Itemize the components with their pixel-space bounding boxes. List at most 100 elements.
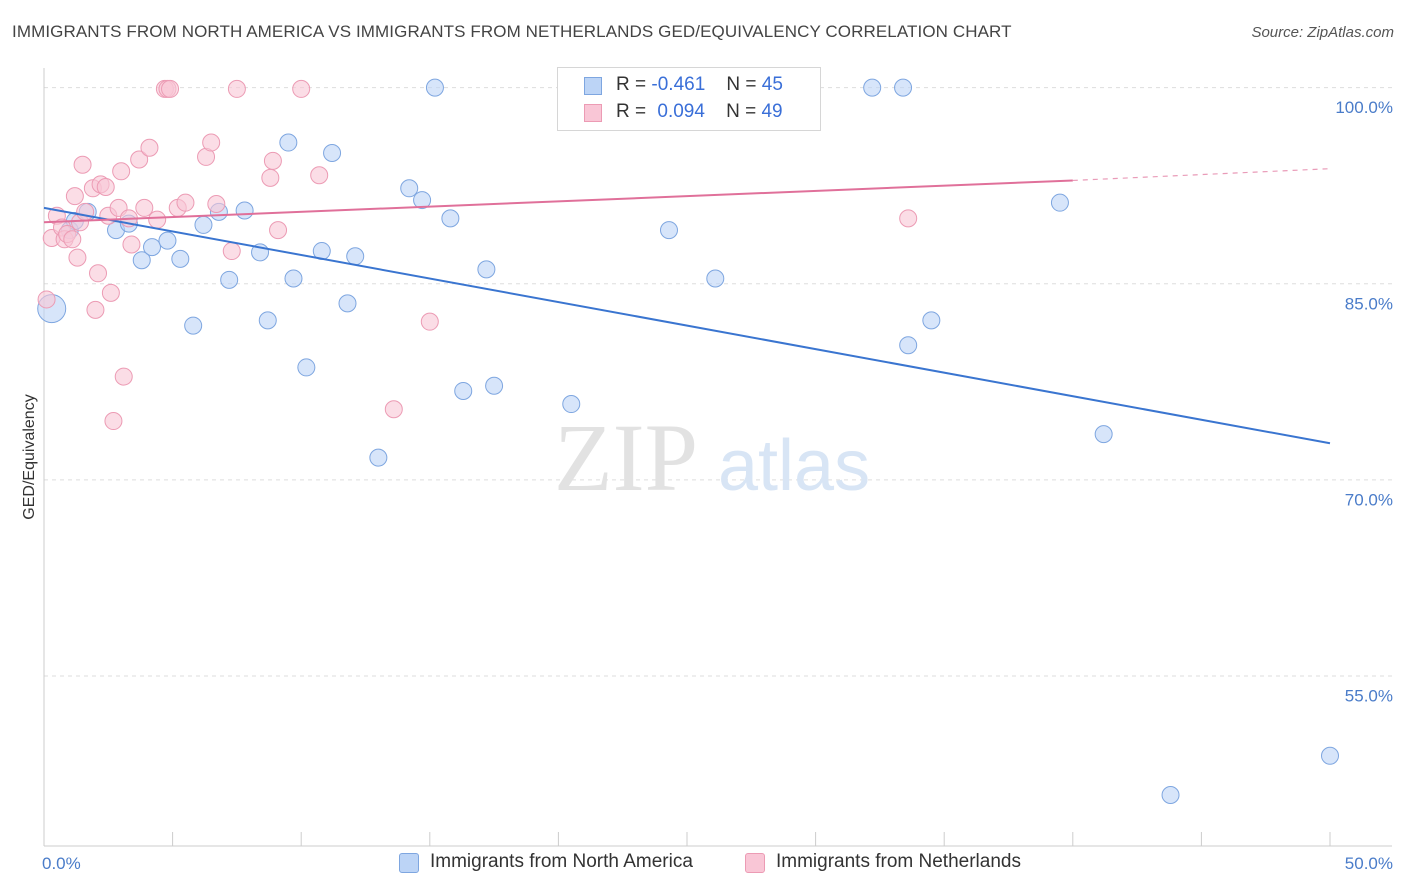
data-point <box>1321 746 1339 765</box>
data-point <box>413 191 432 210</box>
bottom-legend-label: Immigrants from Netherlands <box>776 851 1021 872</box>
y-axis-label: GED/Equivalency <box>21 394 38 519</box>
data-point <box>400 179 419 198</box>
legend-r-value: -0.461 <box>651 74 706 95</box>
data-point <box>297 358 316 377</box>
y-tick-labels: 100.0% 85.0% 70.0% 55.0% <box>1335 98 1393 705</box>
data-point <box>235 201 254 220</box>
data-point <box>112 162 131 181</box>
data-point <box>158 231 177 250</box>
data-point <box>227 79 246 98</box>
data-point <box>420 312 439 331</box>
data-point <box>130 150 149 169</box>
data-point <box>258 311 277 330</box>
data-point <box>1161 786 1180 805</box>
watermark-zip: ZIP <box>554 404 698 511</box>
data-point <box>132 251 151 270</box>
y-tick-label: 100.0% <box>1335 98 1393 117</box>
y-tick-label: 85.0% <box>1345 294 1393 313</box>
data-point <box>73 155 92 174</box>
data-point <box>279 133 298 152</box>
trend-line-extension <box>1072 168 1331 182</box>
data-point <box>425 78 444 97</box>
series-netherlands-points <box>37 79 918 431</box>
data-point <box>922 311 941 330</box>
data-point <box>171 249 190 268</box>
data-point <box>485 376 504 395</box>
data-point <box>68 248 87 267</box>
legend-r-label: R = <box>616 74 647 95</box>
data-point <box>441 209 460 228</box>
y-tick-label: 55.0% <box>1345 687 1393 706</box>
data-point <box>114 367 133 386</box>
data-point <box>292 79 311 98</box>
data-point <box>194 215 213 234</box>
data-point <box>76 202 95 221</box>
x-tick-label: 50.0% <box>1345 854 1393 873</box>
watermark-atlas: atlas <box>718 426 870 506</box>
legend-n-label: N = <box>726 101 757 122</box>
x-tick-label: 0.0% <box>42 854 81 873</box>
axes <box>43 68 1392 847</box>
data-point <box>284 269 303 288</box>
legend-n-value: 45 <box>761 74 783 95</box>
data-point <box>222 242 241 261</box>
data-point <box>122 235 141 254</box>
data-point <box>101 283 120 302</box>
data-point <box>1094 425 1113 444</box>
data-point <box>310 166 329 185</box>
data-point <box>899 209 918 228</box>
data-point <box>86 300 105 319</box>
data-point <box>346 247 365 266</box>
data-point <box>207 194 226 213</box>
bottom-legend-label: Immigrants from North America <box>430 851 693 872</box>
watermark: ZIP atlas <box>554 404 870 511</box>
legend-swatch-pink <box>584 104 602 122</box>
trend-line <box>43 206 1331 445</box>
data-point <box>477 260 496 279</box>
bottom-legend-swatch-blue <box>399 853 419 873</box>
legend-r-label: R = <box>616 101 647 122</box>
data-point <box>659 221 678 240</box>
legend-swatch-blue <box>584 77 602 95</box>
data-point <box>202 133 221 152</box>
trend-lines <box>43 168 1331 445</box>
x-tick-labels: 0.0% 50.0% <box>42 854 1393 873</box>
data-point <box>863 78 882 97</box>
trend-line <box>43 179 1073 224</box>
data-point <box>384 400 403 419</box>
data-point <box>706 269 725 288</box>
bottom-legend-swatch-pink <box>745 853 765 873</box>
data-point <box>96 177 115 196</box>
data-point <box>135 198 154 217</box>
data-point <box>562 395 581 414</box>
data-point <box>89 264 108 283</box>
data-point <box>148 210 167 229</box>
data-point <box>184 316 203 335</box>
source-credit: Source: ZipAtlas.com <box>1251 24 1394 41</box>
correlation-legend: R = -0.461 N = 45 R = 0.094 N = 49 <box>557 67 821 131</box>
data-point <box>63 230 82 249</box>
chart-title: IMMIGRANTS FROM NORTH AMERICA VS IMMIGRA… <box>12 22 1012 41</box>
data-point <box>338 294 357 313</box>
data-point <box>261 168 280 187</box>
y-tick-label: 70.0% <box>1345 490 1393 509</box>
data-point <box>454 381 473 400</box>
legend-n-label: N = <box>726 74 757 95</box>
data-point <box>104 412 123 431</box>
x-ticks <box>172 832 1331 846</box>
data-point <box>143 238 162 257</box>
data-point <box>269 221 288 240</box>
data-point <box>369 448 388 467</box>
data-point <box>65 187 84 206</box>
data-point <box>899 336 918 355</box>
data-point <box>1050 193 1069 212</box>
data-point <box>161 79 180 98</box>
legend-r-value: 0.094 <box>657 101 705 122</box>
data-point <box>263 151 282 170</box>
data-point <box>37 290 56 309</box>
legend-n-value: 49 <box>761 101 783 122</box>
grid-lines <box>44 87 1392 677</box>
data-point <box>220 270 239 289</box>
